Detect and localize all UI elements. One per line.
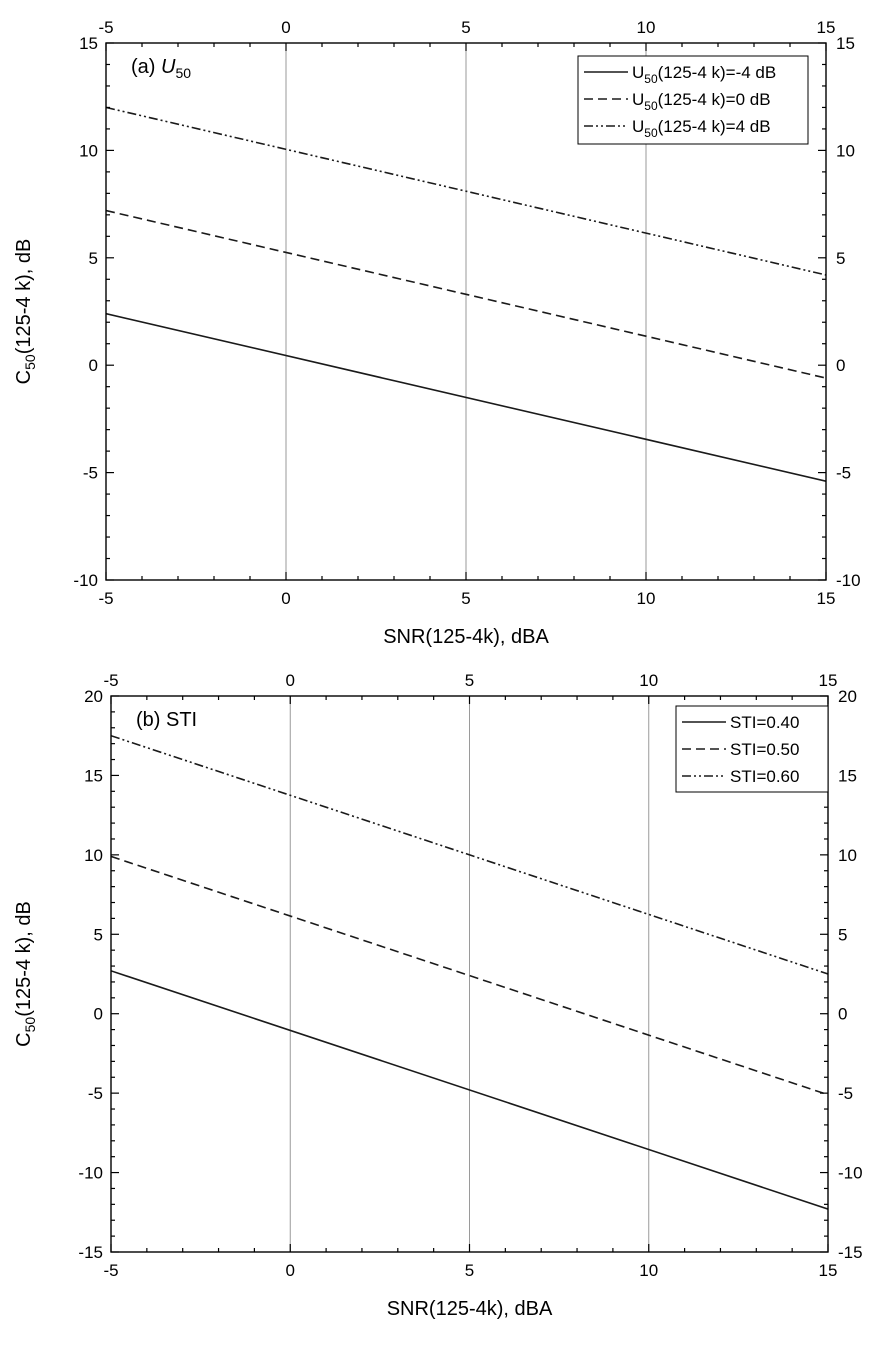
- y-tick-label-right: 10: [838, 846, 857, 865]
- y-axis-label-sub: 50: [22, 1017, 38, 1033]
- legend-entry-rest: (125-4 k)=0 dB: [658, 90, 771, 109]
- legend-entry-2: STI=0.60: [730, 767, 799, 786]
- y-tick-label: 5: [94, 925, 103, 944]
- x-tick-label: 0: [286, 1261, 295, 1280]
- y-tick-label: 0: [94, 1005, 103, 1024]
- y-tick-label: 10: [84, 846, 103, 865]
- panel-label-sub: 50: [175, 65, 191, 81]
- y-tick-label: -5: [83, 464, 98, 483]
- legend-entry-main: STI=0.50: [730, 740, 799, 759]
- x-tick-label: 10: [637, 589, 656, 608]
- y-axis-label-main: C: [13, 1032, 35, 1046]
- legend-entry-main: STI=0.60: [730, 767, 799, 786]
- legend-entry-rest: (125-4 k)=4 dB: [658, 117, 771, 136]
- y-tick-label-right: 15: [836, 34, 855, 53]
- x-tick-label: 0: [281, 589, 290, 608]
- x-axis-label: SNR(125-4k), dBA: [387, 1298, 553, 1320]
- series-line-1: [106, 209, 826, 379]
- y-tick-label-right: -15: [838, 1243, 863, 1262]
- y-tick-label: -5: [88, 1084, 103, 1103]
- legend-entry-sub: 50: [644, 72, 658, 86]
- y-tick-label-right: 15: [838, 766, 857, 785]
- legend-entry-main: U: [632, 90, 644, 109]
- panel-label: (a) U50: [131, 56, 191, 81]
- y-tick-label: 20: [84, 687, 103, 706]
- x-tick-label: 15: [819, 1261, 838, 1280]
- x-tick-label-top: 15: [819, 671, 838, 690]
- y-tick-label-right: 5: [838, 925, 847, 944]
- y-tick-label-right: 10: [836, 141, 855, 160]
- y-tick-label: -15: [78, 1243, 103, 1262]
- legend-entry-0: STI=0.40: [730, 713, 799, 732]
- legend-entry-sub: 50: [644, 126, 658, 140]
- y-axis-label-sub: 50: [22, 354, 38, 370]
- x-tick-label-top: -5: [98, 18, 113, 37]
- legend-entry-0: U50(125-4 k)=-4 dB: [632, 63, 776, 86]
- series-line-0: [111, 970, 828, 1210]
- y-tick-label: -10: [78, 1164, 103, 1183]
- legend-box: [577, 55, 809, 145]
- x-tick-label: 5: [465, 1261, 474, 1280]
- panel-label: (b) STI: [136, 709, 197, 731]
- y-tick-label-right: -5: [838, 1084, 853, 1103]
- y-tick-label: -10: [73, 571, 98, 590]
- y-tick-label-right: -10: [836, 571, 861, 590]
- y-axis-label-rest: (125-4 k), dB: [13, 901, 35, 1017]
- y-axis-label: C50(125-4 k), dB: [13, 901, 38, 1047]
- x-tick-label-top: 5: [461, 18, 470, 37]
- panel-label-text: (a): [131, 56, 161, 78]
- legend-entry-1: STI=0.50: [730, 740, 799, 759]
- legend-entry-2: U50(125-4 k)=4 dB: [632, 117, 771, 140]
- series-line-0: [106, 312, 826, 482]
- legend-entry-rest: (125-4 k)=-4 dB: [658, 63, 777, 82]
- y-tick-label-right: 0: [838, 1005, 847, 1024]
- y-tick-label: 10: [79, 141, 98, 160]
- y-axis-label-main: C: [13, 370, 35, 384]
- x-tick-label-top: 10: [639, 671, 658, 690]
- series-line-2: [106, 106, 826, 276]
- x-tick-label-top: -5: [103, 671, 118, 690]
- y-tick-label-right: -10: [838, 1164, 863, 1183]
- y-tick-label: 0: [89, 356, 98, 375]
- y-axis-label: C50(125-4 k), dB: [13, 239, 38, 385]
- panel-label-text: (b) STI: [136, 709, 197, 731]
- x-tick-label-top: 5: [465, 671, 474, 690]
- y-tick-label: 15: [84, 766, 103, 785]
- legend-entry-main: STI=0.40: [730, 713, 799, 732]
- y-tick-label-right: 0: [836, 356, 845, 375]
- panel-label-italic: U: [161, 56, 176, 78]
- x-tick-label-top: 0: [281, 18, 290, 37]
- legend-entry-1: U50(125-4 k)=0 dB: [632, 90, 771, 113]
- y-axis-label-rest: (125-4 k), dB: [13, 239, 35, 355]
- y-tick-label: 5: [89, 249, 98, 268]
- y-tick-label-right: 20: [838, 687, 857, 706]
- x-tick-label-top: 10: [637, 18, 656, 37]
- x-tick-label: 5: [461, 589, 470, 608]
- series-line-2: [111, 734, 828, 975]
- legend: STI=0.40 STI=0.50 STI=0.60: [675, 705, 829, 793]
- x-tick-label: -5: [98, 589, 113, 608]
- x-tick-label: 10: [639, 1261, 658, 1280]
- x-tick-label: 15: [817, 589, 836, 608]
- y-tick-label-right: -5: [836, 464, 851, 483]
- legend-entry-main: U: [632, 117, 644, 136]
- x-tick-label-top: 0: [286, 671, 295, 690]
- legend-entry-sub: 50: [644, 99, 658, 113]
- x-tick-label: -5: [103, 1261, 118, 1280]
- x-axis-label: SNR(125-4k), dBA: [383, 626, 549, 648]
- x-tick-label-top: 15: [817, 18, 836, 37]
- y-tick-label-right: 5: [836, 249, 845, 268]
- legend-entry-main: U: [632, 63, 644, 82]
- y-tick-label: 15: [79, 34, 98, 53]
